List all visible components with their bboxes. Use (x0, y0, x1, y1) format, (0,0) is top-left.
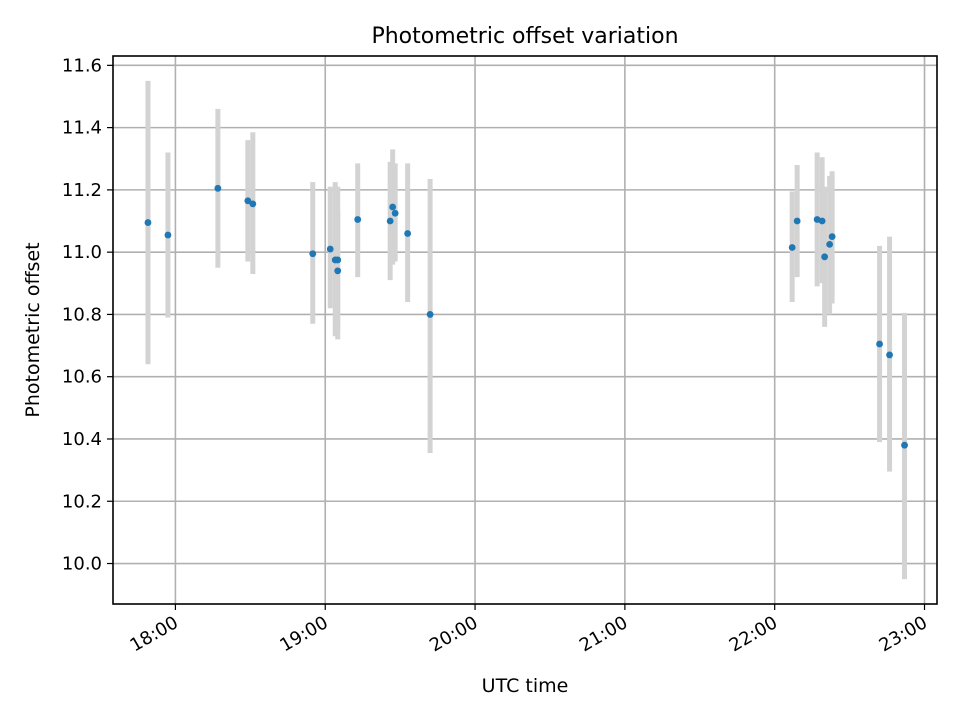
data-point (144, 219, 152, 226)
data-point (793, 217, 801, 225)
data-point (426, 311, 434, 318)
x-axis-ticks: 18:00 19:00 20:00 21:00 22:00 23:00 (126, 604, 931, 656)
x-tick-label: 23:00 (876, 612, 931, 656)
data-point (164, 231, 172, 239)
data-point (788, 244, 796, 251)
y-tick-label: 10.0 (62, 554, 102, 575)
data-points (144, 184, 908, 449)
plot-frame (112, 55, 938, 605)
chart-title: Photometric offset variation (371, 24, 678, 49)
data-point (389, 203, 397, 211)
data-point (826, 240, 834, 248)
x-tick-label: 21:00 (576, 612, 631, 656)
y-axis-ticks: 10.0 10.2 10.4 10.6 10.8 11.0 11.2 11.4 11.6 (62, 55, 113, 575)
error-bars (145, 80, 908, 580)
data-point (334, 256, 342, 264)
y-tick-label: 11.4 (62, 118, 102, 139)
data-point (214, 184, 222, 192)
data-point (249, 200, 257, 208)
grid-lines (113, 56, 937, 604)
y-tick-label: 11.0 (62, 242, 102, 263)
x-axis-label: UTC time (482, 675, 569, 697)
data-point (386, 217, 394, 225)
y-tick-label: 11.2 (62, 180, 102, 201)
data-point (244, 197, 252, 205)
data-point (309, 250, 317, 258)
x-tick-label: 18:00 (126, 612, 181, 656)
data-point (821, 253, 829, 261)
data-point (886, 351, 893, 359)
data-point (391, 209, 399, 217)
data-point (901, 441, 908, 449)
data-point (404, 230, 412, 237)
data-point (828, 233, 836, 240)
x-tick-label: 22:00 (726, 612, 781, 656)
y-tick-label: 10.8 (62, 304, 102, 325)
x-tick-label: 20:00 (426, 612, 481, 656)
x-tick-label: 19:00 (276, 612, 331, 656)
y-tick-label: 10.4 (62, 429, 102, 450)
data-point (334, 267, 342, 275)
data-point (354, 216, 362, 223)
y-tick-label: 11.6 (62, 55, 102, 76)
data-point (818, 217, 826, 225)
data-point (876, 340, 883, 348)
data-point (326, 245, 334, 253)
y-tick-label: 10.6 (62, 367, 102, 388)
y-axis-label: Photometric offset (22, 242, 44, 417)
y-tick-label: 10.2 (62, 491, 102, 512)
